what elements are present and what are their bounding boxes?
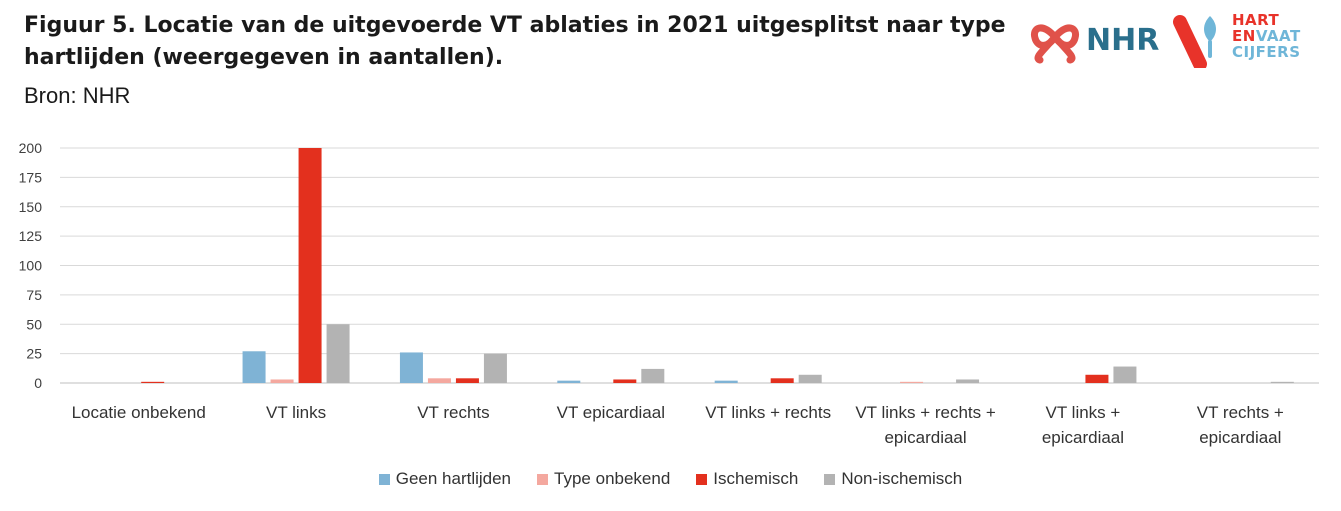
bar [141, 381, 165, 383]
x-tick-label: VT links [266, 403, 326, 422]
x-tick-label: epicardiaal [884, 428, 966, 447]
legend-item: Type onbekend [537, 469, 670, 489]
bar [956, 379, 980, 383]
y-tick-label: 0 [34, 375, 42, 391]
hvc-line-1: HART [1232, 11, 1280, 29]
x-tick-label: VT links + rechts [705, 403, 831, 422]
bar [455, 378, 479, 383]
y-tick-label: 150 [19, 199, 43, 215]
bar [613, 379, 637, 383]
legend-label: Geen hartlijden [395, 469, 512, 488]
bar [270, 379, 294, 383]
hart-en-vaat-cijfers-logo: HART ENVAAT CIJFERS [1170, 12, 1320, 71]
bar [1085, 374, 1109, 383]
legend-label: Ischemisch [713, 469, 799, 488]
nhr-logo-icon: NHR [1031, 23, 1159, 64]
y-tick-label: 25 [26, 346, 42, 362]
bar [900, 381, 924, 383]
hvc-logo-text: HART ENVAAT CIJFERS [1232, 12, 1301, 60]
chart-source: Bron: NHR [24, 83, 131, 108]
bar [798, 374, 822, 383]
chart-legend: Geen hartlijden Type onbekend Ischemisch No… [0, 469, 1341, 489]
x-tick-label: Locatie onbekend [72, 403, 206, 422]
chart-title: Figuur 5. Locatie van de uitgevoerde VT … [24, 13, 1006, 70]
x-tick-label: VT epicardiaal [557, 403, 665, 422]
x-tick-label: VT links + rechts + [855, 403, 996, 422]
y-tick-label: 175 [19, 169, 43, 185]
bar [242, 351, 266, 383]
y-tick-label: 200 [19, 140, 43, 156]
bar [298, 148, 322, 383]
bar [641, 368, 665, 383]
x-tick-label: VT rechts + [1197, 403, 1284, 422]
x-tick-label: VT links + [1046, 403, 1121, 422]
bar [1270, 381, 1294, 383]
y-tick-label: 50 [26, 316, 42, 332]
nhr-logo: NHR [1028, 12, 1168, 64]
legend-swatch [378, 473, 390, 485]
bar [714, 380, 738, 383]
x-tick-label: epicardiaal [1042, 428, 1124, 447]
hvc-line-2a: EN [1232, 27, 1256, 45]
x-tick-label: VT rechts [417, 403, 489, 422]
y-tick-label: 100 [19, 258, 43, 274]
hvc-line-3: CIJFERS [1232, 43, 1301, 61]
hvc-line-2b: VAAT [1255, 27, 1301, 45]
x-tick-label: epicardiaal [1199, 428, 1281, 447]
bar [1113, 366, 1137, 383]
legend-item: Geen hartlijden [378, 469, 512, 489]
bar [326, 324, 350, 383]
legend-label: Non-ischemisch [841, 469, 963, 488]
legend-swatch [824, 473, 836, 485]
y-tick-label: 125 [19, 228, 43, 244]
nhr-logo-text: NHR [1086, 23, 1159, 58]
bar [483, 353, 507, 383]
bar [399, 352, 423, 383]
y-tick-label: 75 [26, 287, 42, 303]
legend-label: Type onbekend [554, 469, 671, 488]
bar [557, 380, 581, 383]
bar [770, 378, 794, 383]
legend-item: Ischemisch [696, 469, 798, 489]
bar [427, 378, 451, 383]
legend-swatch [537, 473, 549, 485]
heart-vessel-icon [1173, 15, 1216, 71]
legend-swatch [696, 473, 708, 485]
legend-item: Non-ischemisch [824, 469, 962, 489]
